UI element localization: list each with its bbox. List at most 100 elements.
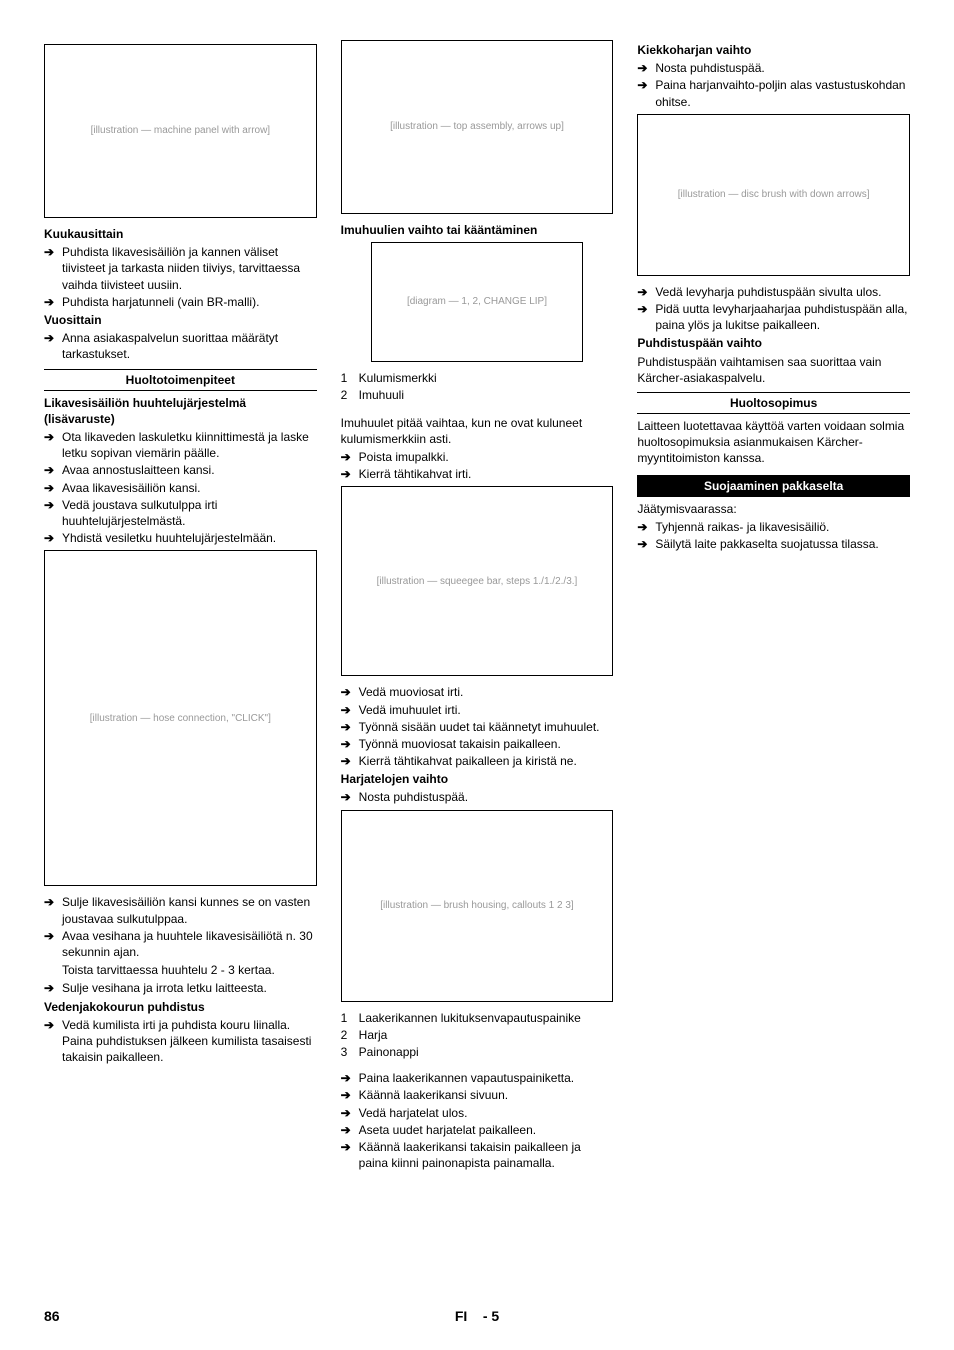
arrow-icon: ➔	[341, 702, 359, 718]
arrow-icon: ➔	[341, 789, 359, 805]
page-footer: 86 FI - 5	[44, 1307, 910, 1326]
list-item: Nosta puhdistuspää.	[655, 60, 910, 76]
legend-number: 1	[341, 1010, 359, 1026]
arrow-icon: ➔	[44, 530, 62, 546]
arrow-icon: ➔	[637, 301, 655, 333]
list-item: Sulje vesihana ja irrota letku laitteest…	[62, 980, 317, 996]
arrow-icon: ➔	[341, 719, 359, 735]
figure-col3-1: [illustration — disc brush with down arr…	[637, 114, 910, 276]
list-kuukausittain: ➔Puhdista likavesisäiliön ja kannen väli…	[44, 244, 317, 310]
list-item: Vedä imuhuulet irti.	[359, 702, 614, 718]
list-item: Käännä laakerikansi sivuun.	[359, 1087, 614, 1103]
heading-kuukausittain: Kuukausittain	[44, 226, 317, 242]
list-item: Puhdista harjatunneli (vain BR-malli).	[62, 294, 317, 310]
arrow-icon: ➔	[637, 60, 655, 76]
list-item: Vedä kumilista irti ja puhdista kouru li…	[62, 1017, 317, 1066]
heading-vuosittain: Vuosittain	[44, 312, 317, 328]
list-item: Avaa annostuslaitteen kansi.	[62, 462, 317, 478]
list-item: Anna asiakaspalvelun suorittaa määrätyt …	[62, 330, 317, 362]
arrow-icon: ➔	[637, 77, 655, 109]
list-item: Kierrä tähtikahvat irti.	[359, 466, 614, 482]
arrow-icon: ➔	[44, 928, 62, 960]
list-item: Paina laakerikannen vapautuspainiketta.	[359, 1070, 614, 1086]
arrow-icon: ➔	[341, 753, 359, 769]
arrow-icon: ➔	[44, 480, 62, 496]
list-item: Käännä laakerikansi takaisin paikalleen …	[359, 1139, 614, 1171]
arrow-icon: ➔	[637, 519, 655, 535]
arrow-icon: ➔	[341, 1122, 359, 1138]
footer-sep: -	[483, 1308, 488, 1324]
arrow-icon: ➔	[341, 1070, 359, 1086]
list-item: Nosta puhdistuspää.	[359, 789, 614, 805]
list-item: Yhdistä vesiletku huuhtelujärjestelmään.	[62, 530, 317, 546]
list-item: Avaa vesihana ja huuhtele likavesisäiliö…	[62, 928, 317, 960]
heading-harjatelojen: Harjatelojen vaihto	[341, 771, 614, 787]
legend-number: 2	[341, 1027, 359, 1043]
arrow-icon: ➔	[44, 462, 62, 478]
page-number: 86	[44, 1307, 60, 1326]
arrow-icon: ➔	[44, 894, 62, 926]
legend-text: Kulumismerkki	[359, 370, 614, 386]
paragraph: Puhdistuspään vaihtamisen saa suorittaa …	[637, 354, 910, 386]
footer-sub: 5	[491, 1308, 499, 1324]
arrow-icon: ➔	[341, 736, 359, 752]
legend-number: 1	[341, 370, 359, 386]
arrow-icon: ➔	[44, 244, 62, 293]
arrow-icon: ➔	[637, 536, 655, 552]
list-item: Vedä muoviosat irti.	[359, 684, 614, 700]
legend-number: 2	[341, 387, 359, 403]
arrow-icon: ➔	[44, 330, 62, 362]
list-item: Vedä harjatelat ulos.	[359, 1105, 614, 1121]
heading-huoltotoimenpiteet: Huoltotoimenpiteet	[44, 369, 317, 391]
list-item: Vedä levyharja puhdistuspään sivulta ulo…	[655, 284, 910, 300]
list-item: Työnnä muoviosat takaisin paikalleen.	[359, 736, 614, 752]
paragraph: Imuhuulet pitää vaihtaa, kun ne ovat kul…	[341, 415, 614, 447]
list-item: Säilytä laite pakkaselta suojatussa tila…	[655, 536, 910, 552]
heading-vedenjako: Vedenjakokourun puhdistus	[44, 999, 317, 1015]
legend-text: Laakerikannen lukituksenvapautuspainike	[359, 1010, 614, 1026]
figure-col1-1: [illustration — machine panel with arrow…	[44, 44, 317, 218]
list-item: Työnnä sisään uudet tai käännetyt imuhuu…	[359, 719, 614, 735]
list-item: Aseta uudet harjatelat paikalleen.	[359, 1122, 614, 1138]
heading-suojaaminen: Suojaaminen pakkaselta	[637, 475, 910, 497]
figure-col2-3: [illustration — squeegee bar, steps 1./1…	[341, 486, 614, 676]
arrow-icon: ➔	[44, 1017, 62, 1066]
footer-lang: FI	[455, 1308, 467, 1324]
list-item: Sulje likavesisäiliön kansi kunnes se on…	[62, 894, 317, 926]
arrow-icon: ➔	[341, 449, 359, 465]
list-item: Poista imupalkki.	[359, 449, 614, 465]
list-item: Avaa likavesisäiliön kansi.	[62, 480, 317, 496]
list-item: Ota likaveden laskuletku kiinnittimestä …	[62, 429, 317, 461]
paragraph: Laitteen luotettavaa käyttöä varten void…	[637, 418, 910, 467]
figure-col2-2: [diagram — 1, 2, CHANGE LIP]	[371, 242, 584, 362]
arrow-icon: ➔	[44, 429, 62, 461]
figure-col1-2: [illustration — hose connection, "CLICK"…	[44, 550, 317, 886]
heading-huoltosopimus: Huoltosopimus	[637, 392, 910, 414]
legend-number: 3	[341, 1044, 359, 1060]
list-item: Kierrä tähtikahvat paikalleen ja kiristä…	[359, 753, 614, 769]
list-item: Paina harjanvaihto-poljin alas vastustus…	[655, 77, 910, 109]
arrow-icon: ➔	[44, 294, 62, 310]
heading-likavesi: Likavesisäiliön huuhtelujärjestelmä (lis…	[44, 395, 317, 427]
list-item: Pidä uutta levyharjaaharjaa puhdistuspää…	[655, 301, 910, 333]
paragraph: Jäätymisvaarassa:	[637, 501, 910, 517]
arrow-icon: ➔	[44, 980, 62, 996]
heading-kiekkoharjan: Kiekkoharjan vaihto	[637, 42, 910, 58]
paragraph: Toista tarvittaessa huuhtelu 2 - 3 kerta…	[44, 962, 317, 978]
list-item: Tyhjennä raikas- ja likavesisäiliö.	[655, 519, 910, 535]
arrow-icon: ➔	[341, 1139, 359, 1171]
list-item: Vedä joustava sulkutulppa irti huuhteluj…	[62, 497, 317, 529]
heading-imuhuulien: Imuhuulien vaihto tai kääntäminen	[341, 222, 614, 238]
figure-col2-1: [illustration — top assembly, arrows up]	[341, 40, 614, 214]
arrow-icon: ➔	[341, 1087, 359, 1103]
arrow-icon: ➔	[341, 1105, 359, 1121]
legend-text: Painonappi	[359, 1044, 614, 1060]
figure-col2-4: [illustration — brush housing, callouts …	[341, 810, 614, 1002]
heading-puhdistuspaan: Puhdistuspään vaihto	[637, 335, 910, 351]
list-item: Puhdista likavesisäiliön ja kannen välis…	[62, 244, 317, 293]
legend-text: Imuhuuli	[359, 387, 614, 403]
arrow-icon: ➔	[341, 466, 359, 482]
arrow-icon: ➔	[637, 284, 655, 300]
legend-text: Harja	[359, 1027, 614, 1043]
arrow-icon: ➔	[44, 497, 62, 529]
